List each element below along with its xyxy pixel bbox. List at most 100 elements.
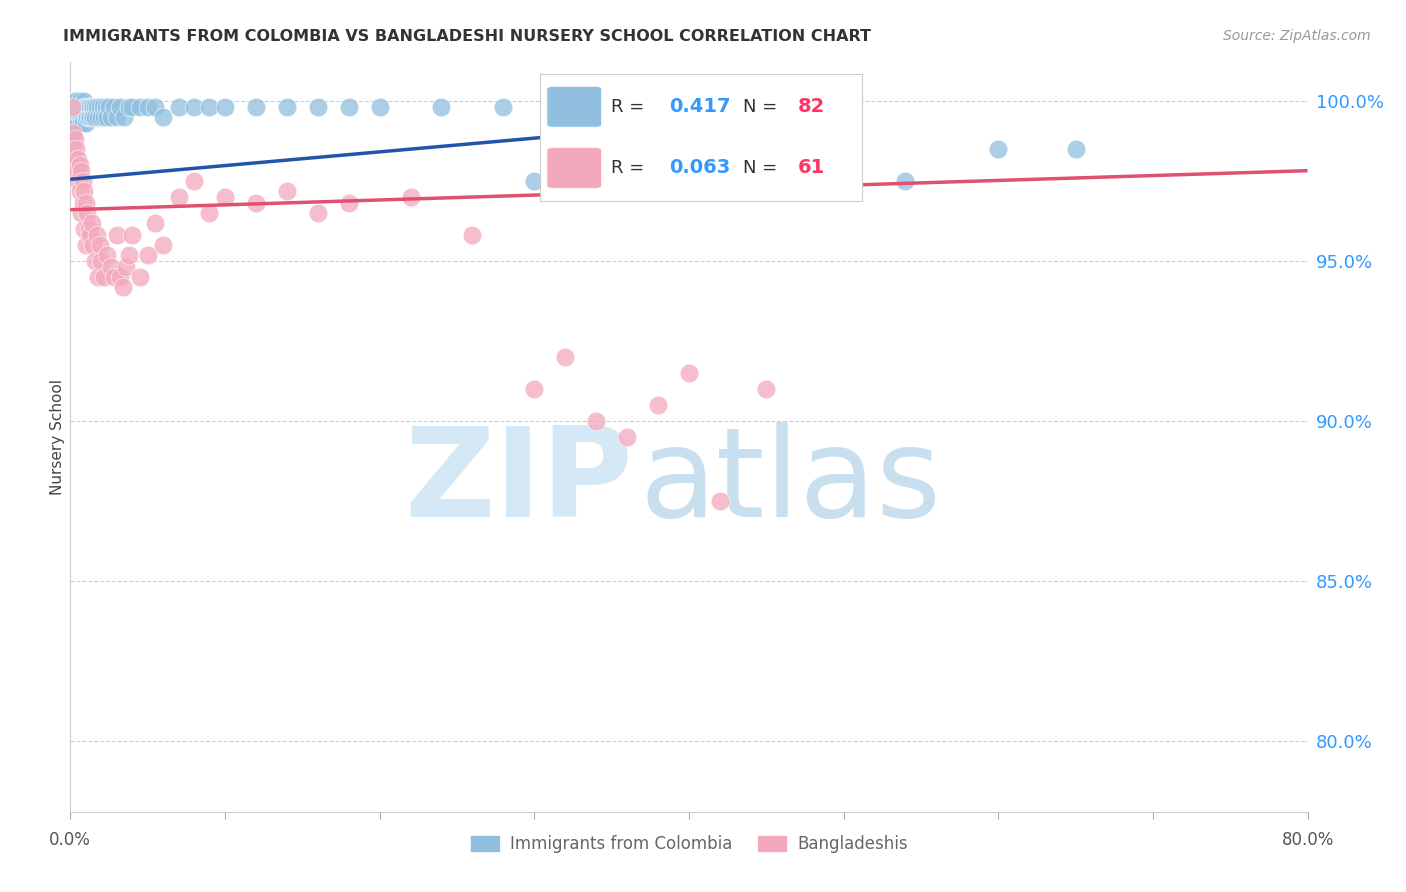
- Point: [73, 94, 96, 108]
- Point: [65, 164, 87, 178]
- Point: [108, 270, 131, 285]
- Point: [90, 110, 112, 124]
- Point: [145, 100, 166, 114]
- Point: [118, 100, 141, 114]
- Point: [832, 100, 855, 114]
- Point: [111, 279, 134, 293]
- Point: [183, 174, 205, 188]
- Point: [65, 142, 87, 156]
- Point: [136, 247, 159, 261]
- Point: [100, 110, 122, 124]
- Point: [75, 196, 97, 211]
- Point: [523, 174, 546, 188]
- Point: [276, 184, 298, 198]
- Point: [72, 100, 94, 114]
- Point: [616, 430, 638, 444]
- Point: [523, 382, 546, 396]
- Point: [70, 110, 93, 124]
- Point: [60, 100, 83, 114]
- Point: [770, 110, 793, 124]
- Point: [63, 94, 86, 108]
- Point: [80, 215, 103, 229]
- Point: [129, 270, 152, 285]
- Point: [70, 116, 93, 130]
- Point: [585, 414, 607, 428]
- Point: [77, 110, 100, 124]
- Point: [84, 254, 107, 268]
- Point: [91, 100, 114, 114]
- Point: [90, 254, 112, 268]
- Point: [337, 196, 360, 211]
- Point: [63, 132, 86, 146]
- Point: [337, 100, 360, 114]
- Point: [67, 152, 90, 166]
- Point: [214, 190, 236, 204]
- Point: [69, 100, 91, 114]
- Point: [492, 100, 515, 114]
- Text: Source: ZipAtlas.com: Source: ZipAtlas.com: [1223, 29, 1371, 43]
- Text: IMMIGRANTS FROM COLOMBIA VS BANGLADESHI NURSERY SCHOOL CORRELATION CHART: IMMIGRANTS FROM COLOMBIA VS BANGLADESHI …: [63, 29, 872, 44]
- Point: [73, 222, 96, 236]
- Point: [72, 110, 94, 124]
- Point: [118, 247, 141, 261]
- Point: [76, 110, 98, 124]
- Point: [103, 270, 125, 285]
- Point: [368, 100, 391, 114]
- Point: [82, 100, 105, 114]
- Point: [65, 110, 87, 124]
- Text: ZIP: ZIP: [405, 422, 633, 542]
- Point: [69, 184, 91, 198]
- Point: [585, 126, 607, 140]
- Point: [167, 100, 190, 114]
- Legend: Immigrants from Colombia, Bangladeshis: Immigrants from Colombia, Bangladeshis: [463, 828, 915, 860]
- Point: [136, 100, 159, 114]
- Point: [76, 206, 98, 220]
- Point: [69, 110, 91, 124]
- Point: [65, 100, 87, 114]
- Point: [108, 100, 131, 114]
- Point: [69, 158, 91, 172]
- Point: [96, 247, 118, 261]
- Point: [647, 94, 669, 108]
- Point: [709, 494, 731, 508]
- Point: [198, 100, 221, 114]
- Point: [121, 100, 143, 114]
- Point: [75, 110, 97, 124]
- Point: [307, 206, 329, 220]
- Point: [87, 110, 110, 124]
- Point: [245, 196, 267, 211]
- Point: [152, 110, 174, 124]
- Point: [82, 238, 105, 252]
- Point: [430, 100, 453, 114]
- Point: [72, 196, 94, 211]
- Point: [77, 100, 100, 114]
- Point: [198, 206, 221, 220]
- Text: atlas: atlas: [640, 422, 942, 542]
- Point: [183, 100, 205, 114]
- Point: [82, 110, 105, 124]
- Point: [105, 110, 128, 124]
- Point: [93, 270, 115, 285]
- Point: [62, 116, 84, 130]
- Point: [678, 366, 700, 380]
- Text: 80.0%: 80.0%: [1281, 831, 1334, 849]
- Point: [84, 100, 107, 114]
- Point: [100, 260, 122, 275]
- Point: [79, 110, 101, 124]
- Point: [72, 174, 94, 188]
- Point: [987, 142, 1010, 156]
- Point: [214, 100, 236, 114]
- Point: [98, 100, 120, 114]
- Point: [554, 142, 576, 156]
- Point: [89, 100, 111, 114]
- Point: [79, 100, 101, 114]
- Point: [67, 174, 90, 188]
- Point: [84, 110, 107, 124]
- Point: [709, 126, 731, 140]
- Point: [63, 110, 86, 124]
- Point: [63, 152, 86, 166]
- Point: [1064, 142, 1087, 156]
- Point: [167, 190, 190, 204]
- Point: [70, 206, 93, 220]
- Point: [245, 100, 267, 114]
